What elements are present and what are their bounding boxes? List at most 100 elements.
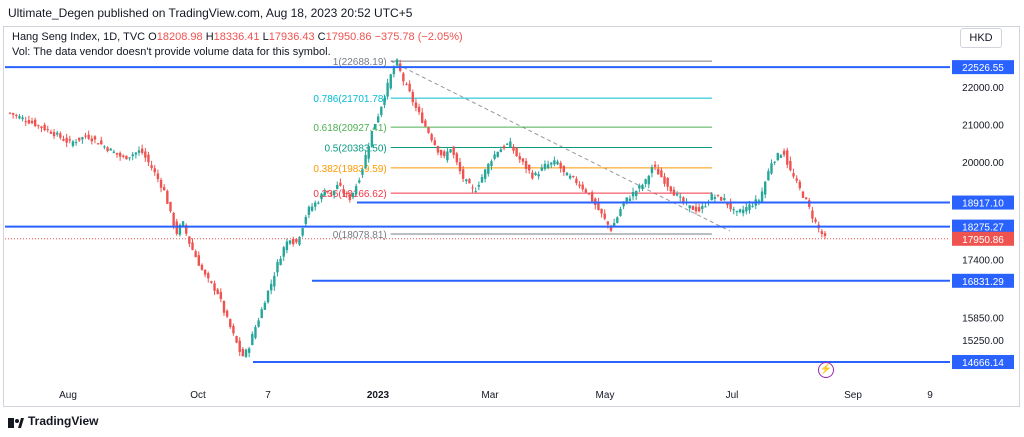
candle-body (496, 151, 499, 157)
candle-body (701, 206, 704, 209)
candle-body (140, 148, 144, 153)
fib-level-label: 0.5(20383.50) (324, 144, 386, 155)
candle-body (210, 281, 213, 283)
candle-body (128, 157, 131, 159)
candle-body (43, 124, 46, 131)
symbol-legend: Hang Seng Index, 1D, TVC O18208.98 H1833… (12, 31, 463, 43)
fibonacci-retracement: 1(22688.19) 0.786(21701.78) 0.618(20927.41… (313, 57, 731, 241)
candle-body (471, 187, 474, 189)
horizontal-levels (5, 66, 950, 364)
chart-frame[interactable] (3, 26, 1020, 407)
candle-body (56, 132, 59, 135)
candle-body (505, 143, 509, 145)
candle-body (37, 125, 40, 127)
candle-body (376, 116, 380, 123)
x-tick-label: Oct (190, 390, 206, 401)
fib-level-label: 1(22688.19) (333, 57, 387, 68)
candle-body (550, 162, 553, 165)
candle-body (134, 152, 138, 155)
candle-body (439, 149, 443, 156)
candle-body (46, 129, 49, 131)
candle-body (279, 258, 282, 266)
candle-body (65, 137, 68, 143)
candle-body (436, 146, 440, 153)
candle-body (320, 193, 323, 200)
candle-body (490, 161, 493, 167)
currency-button[interactable]: HKD (960, 28, 1002, 48)
candle-body (222, 300, 226, 313)
candle-body (647, 175, 650, 185)
candle-body (760, 191, 764, 203)
x-tick-label: Mar (481, 390, 499, 401)
candle-body (90, 138, 94, 142)
candle-body (634, 190, 638, 197)
candle-body (745, 206, 748, 212)
candlestick-series (8, 58, 827, 358)
candle-body (285, 241, 289, 251)
candle-body (452, 146, 455, 155)
candle-body (735, 210, 739, 213)
candle-body (449, 149, 452, 153)
candle-body (697, 207, 701, 212)
candle-body (751, 205, 754, 207)
candle-body (534, 172, 537, 176)
candle-body (553, 160, 556, 165)
low-value: 17936.43 (268, 31, 315, 43)
candle-body (587, 192, 591, 195)
candle-body (540, 167, 543, 171)
candle-body (276, 261, 279, 273)
candle-body (767, 171, 770, 181)
last-price-text: 17950.86 (962, 235, 1004, 246)
candle-body (166, 190, 169, 204)
level-price-text: 18275.27 (962, 223, 1004, 234)
flash-icon[interactable]: ⚡ (818, 362, 834, 378)
level-price-tag (952, 219, 1014, 234)
candle-body (74, 142, 78, 144)
candle-body (178, 224, 182, 235)
candle-body (556, 161, 559, 165)
candle-body (408, 83, 411, 92)
candle-body (93, 136, 97, 140)
candle-body (616, 217, 619, 223)
fib-level-label: 0.618(20927.41) (313, 123, 386, 134)
candle-body (663, 176, 666, 184)
candle-body (235, 336, 238, 343)
level-price-tag (952, 355, 1014, 370)
change-value: −375.78 (−2.05%) (374, 31, 463, 43)
candle-body (351, 192, 355, 198)
candle-body (502, 146, 506, 149)
candle-body (679, 196, 682, 198)
candle-body (468, 179, 471, 184)
candle-body (430, 134, 433, 141)
brand-name: TradingView (28, 414, 99, 428)
open-label: O (148, 31, 157, 43)
level-price-text: 16831.29 (962, 277, 1004, 288)
candle-body (546, 164, 550, 169)
candle-body (578, 184, 581, 187)
candle-body (323, 191, 326, 196)
candle-body (213, 283, 216, 291)
candle-body (49, 131, 53, 134)
candle-body (40, 126, 43, 128)
x-tick-label: 9 (927, 390, 933, 401)
candle-body (386, 82, 389, 97)
candle-body (704, 206, 707, 208)
candle-body (480, 176, 484, 183)
candle-body (87, 134, 90, 139)
tradingview-logo[interactable]: TradingView (8, 414, 98, 428)
candle-body (487, 163, 490, 174)
level-price-tag (952, 60, 1014, 75)
candle-body (808, 200, 811, 207)
candle-body (169, 201, 172, 212)
candle-body (263, 302, 267, 310)
candle-body (282, 247, 285, 257)
candle-body (710, 193, 713, 201)
candle-body (358, 180, 361, 183)
candle-body (804, 197, 808, 199)
candle-body (465, 179, 468, 182)
candle-body (653, 164, 657, 167)
level-price-text: 22526.55 (962, 63, 1004, 74)
candle-body (370, 131, 374, 147)
candle-body (244, 349, 248, 357)
